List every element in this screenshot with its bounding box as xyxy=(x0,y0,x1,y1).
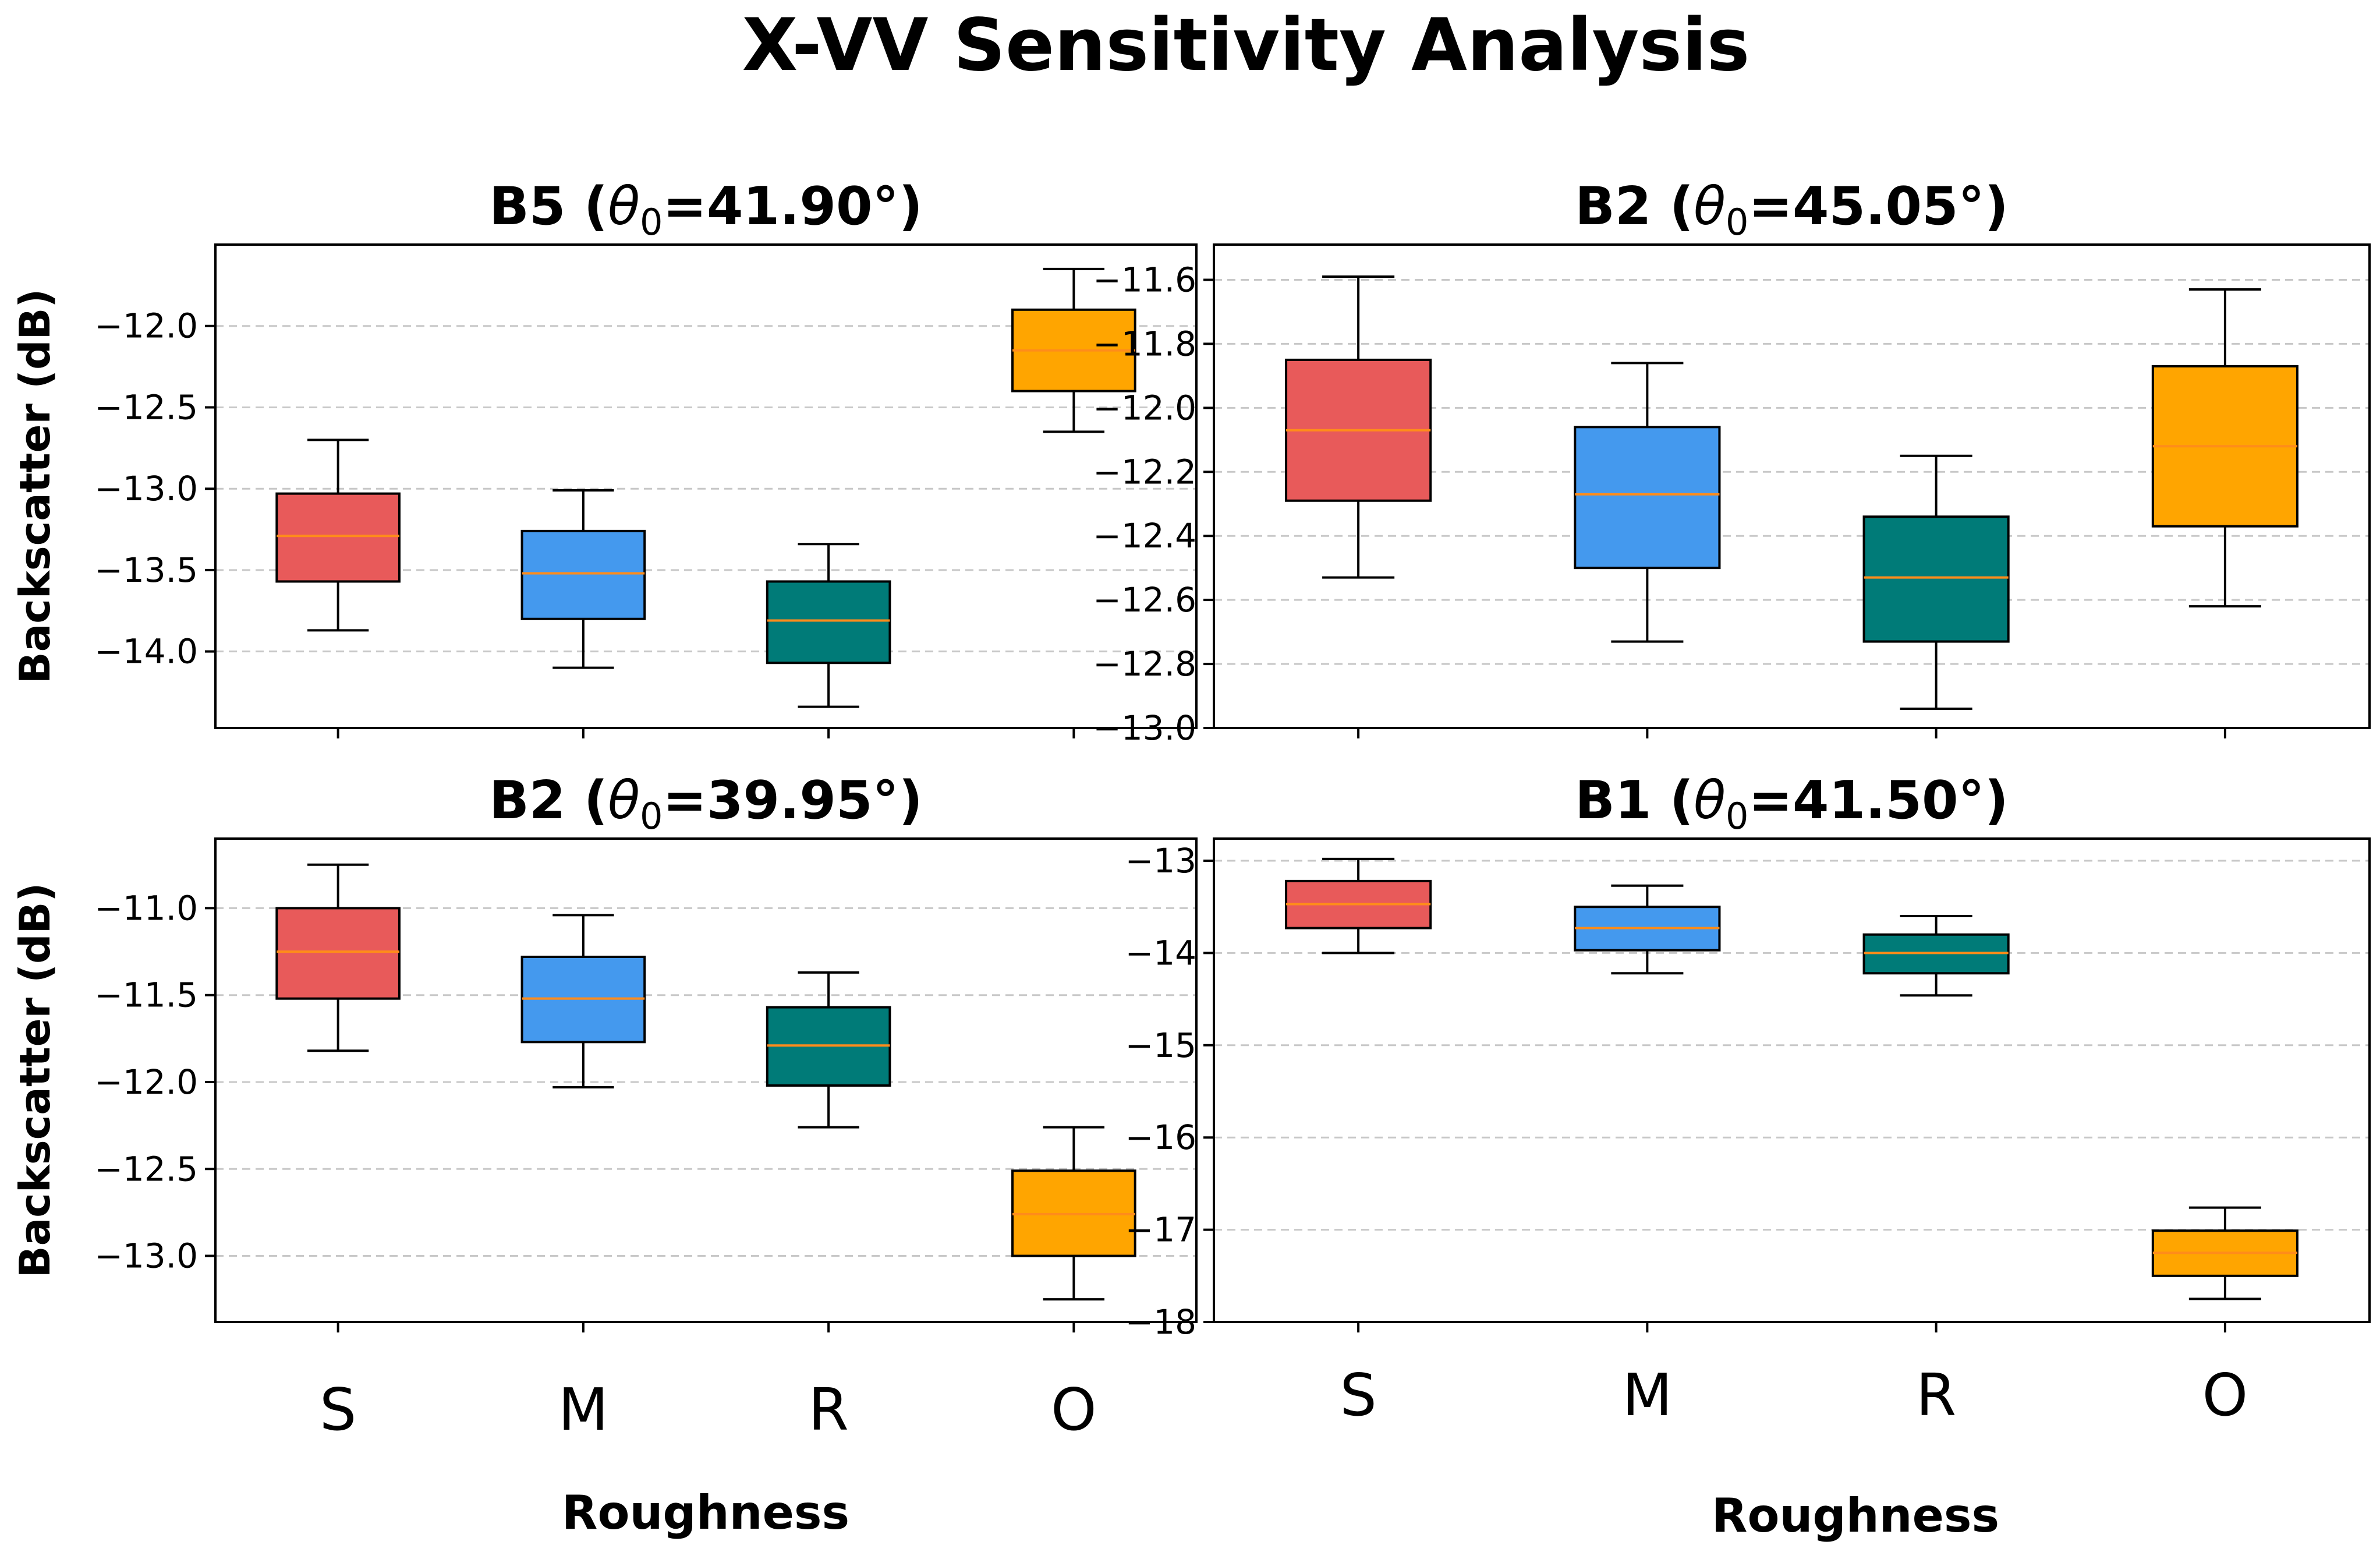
box-R xyxy=(1862,454,2010,710)
y-tick-label: −12.0 xyxy=(94,1062,198,1102)
y-axis-label-bottom: Backscatter (dB) xyxy=(10,883,59,1278)
box-body xyxy=(520,529,646,620)
y-tick-label: −12.8 xyxy=(1093,644,1196,684)
y-tick-label: −13.0 xyxy=(1093,708,1196,748)
box-body xyxy=(275,492,401,583)
y-tick-label: −18 xyxy=(1125,1302,1196,1342)
subplots: −12.0−12.5−13.0−13.5−14.0B5 (θ0=41.90°)−… xyxy=(94,176,2371,1444)
box-O xyxy=(2151,288,2298,608)
box-O xyxy=(1011,1126,1136,1301)
box-M xyxy=(1574,362,1721,643)
axes-frame xyxy=(214,243,1198,729)
box-body xyxy=(1862,515,2010,643)
y-tick-label: −13.5 xyxy=(94,550,198,590)
y-tick-label: −12.2 xyxy=(1093,452,1196,492)
x-category-label-O: O xyxy=(2202,1361,2248,1429)
x-category-label-S: S xyxy=(1340,1361,1376,1429)
x-category-label-M: M xyxy=(558,1376,608,1444)
y-tick-label: −13.0 xyxy=(94,469,198,508)
y-tick-label: −12.4 xyxy=(1093,516,1196,556)
y-tick-label: −14.0 xyxy=(94,632,198,671)
box-M xyxy=(520,914,646,1088)
y-tick-label: −12.0 xyxy=(1093,388,1196,427)
y-tick-label: −12.6 xyxy=(1093,580,1196,620)
y-tick-label: −11.5 xyxy=(94,975,198,1015)
subplot-b5: −12.0 −12.5 −13.0 −13.5 −14.0 B5 (θ0=41.90°) xyxy=(94,176,1198,738)
x-category-label-R: R xyxy=(1916,1361,1956,1429)
subplot-title: B5 (θ0=41.90°) xyxy=(489,176,922,243)
y-tick-label: −12.5 xyxy=(94,1149,198,1189)
x-category-label-O: O xyxy=(1051,1376,1097,1444)
y-tick-label: −16 xyxy=(1125,1118,1196,1157)
y-tick-label: −15 xyxy=(1125,1026,1196,1065)
box-R xyxy=(766,971,891,1129)
x-category-label-M: M xyxy=(1622,1361,1672,1429)
subplot-b2b: −11.0 −11.5 −12.0 −12.5 −13.0 S M R O B2 (θ0=39.9… xyxy=(94,770,1198,1444)
box-S xyxy=(1285,857,1432,955)
y-tick-label: −12.5 xyxy=(94,387,198,427)
box-body xyxy=(275,907,401,1000)
axes-frame xyxy=(214,837,1198,1323)
box-S xyxy=(275,863,401,1052)
figure-title: X-VV Sensitivity Analysis xyxy=(742,3,1750,87)
y-tick-label: −13.0 xyxy=(94,1236,198,1276)
y-tick-label: −17 xyxy=(1125,1210,1196,1250)
x-category-label-R: R xyxy=(808,1376,848,1444)
box-O xyxy=(1011,267,1136,433)
y-tick-label: −13 xyxy=(1125,841,1196,881)
box-body xyxy=(1574,426,1721,570)
subplot-b2a: −11.6 −11.8 −12.0 −12.2 −12.4 −12.6 −12.8 −13.0… xyxy=(1093,176,2371,748)
box-O xyxy=(2151,1206,2298,1300)
subplot-title: B2 (θ0=45.05°) xyxy=(1575,176,2008,243)
box-M xyxy=(520,489,646,669)
y-tick-label: −11.6 xyxy=(1093,260,1196,299)
axes-frame xyxy=(1213,243,2371,729)
subplot-title: B1 (θ0=41.50°) xyxy=(1575,770,2008,837)
subplot-title: B2 (θ0=39.95°) xyxy=(489,770,922,837)
box-R xyxy=(766,543,891,708)
y-tick-label: −12.0 xyxy=(94,306,198,346)
y-axis-label-top: Backscatter (dB) xyxy=(10,289,59,684)
x-axis-label-right: Roughness xyxy=(1712,1489,1999,1543)
box-M xyxy=(1574,884,1721,975)
box-body xyxy=(766,580,891,664)
y-tick-label: −11.8 xyxy=(1093,324,1196,363)
box-S xyxy=(275,439,401,632)
y-tick-label: −14 xyxy=(1125,933,1196,973)
y-tick-label: −11.0 xyxy=(94,888,198,928)
box-S xyxy=(1285,275,1432,579)
axes-frame xyxy=(1213,837,2371,1323)
subplot-b1: −13 −14 −15 −16 −17 −18 S M R O B1 (θ0=41.50°) xyxy=(1125,770,2371,1429)
x-axis-label-left: Roughness xyxy=(562,1486,849,1540)
box-R xyxy=(1862,915,2010,997)
x-category-label-S: S xyxy=(320,1376,356,1444)
